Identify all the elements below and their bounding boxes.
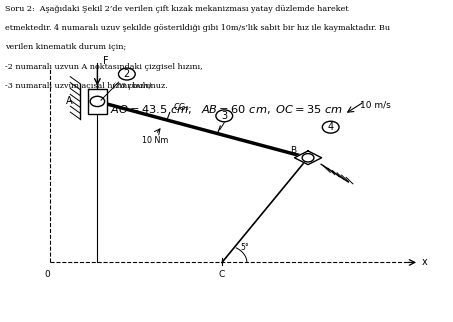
Text: -2 numaralı uzvun A noktasındaki çizgisel hızını,: -2 numaralı uzvun A noktasındaki çizgise… <box>5 63 203 71</box>
Text: B: B <box>290 146 297 155</box>
Text: 3: 3 <box>221 111 227 121</box>
Text: x: x <box>422 257 428 268</box>
Text: $AO = 43.5\ cm;\ \ AB = 60\ cm,\ OC = 35\ cm$: $AO = 43.5\ cm;\ \ AB = 60\ cm,\ OC = 35… <box>110 103 343 116</box>
Text: (70 puan): (70 puan) <box>110 82 151 90</box>
Circle shape <box>302 154 314 162</box>
Text: 4: 4 <box>328 122 334 132</box>
Text: 10 m/s: 10 m/s <box>360 100 391 109</box>
Circle shape <box>216 110 233 122</box>
Text: etmektedir. 4 numaralı uzuv şekilde gösterildiği gibi 10m/s’lik sabit bir hız il: etmektedir. 4 numaralı uzuv şekilde göst… <box>5 24 390 32</box>
Text: CG₃: CG₃ <box>173 103 189 112</box>
Bar <box>88 89 107 113</box>
Text: 10 Nm: 10 Nm <box>142 137 169 146</box>
Text: -3 numaralı uzvun açısal hızını bulunuz.: -3 numaralı uzvun açısal hızını bulunuz. <box>5 82 168 90</box>
Circle shape <box>90 96 105 107</box>
Text: C: C <box>219 270 225 279</box>
Circle shape <box>323 121 339 133</box>
Text: Soru 2:  Aşağıdaki Şekil 2’de verilen çift kızak mekanizması yatay düzlemde hare: Soru 2: Aşağıdaki Şekil 2’de verilen çif… <box>5 5 349 13</box>
Text: verilen kinematik durum için;: verilen kinematik durum için; <box>5 43 127 52</box>
Text: 5°: 5° <box>240 243 249 252</box>
Text: A: A <box>66 96 72 107</box>
Polygon shape <box>294 151 322 165</box>
Circle shape <box>119 68 135 80</box>
Text: F: F <box>103 56 108 66</box>
Text: 0: 0 <box>45 270 50 279</box>
Text: 2: 2 <box>124 69 130 79</box>
